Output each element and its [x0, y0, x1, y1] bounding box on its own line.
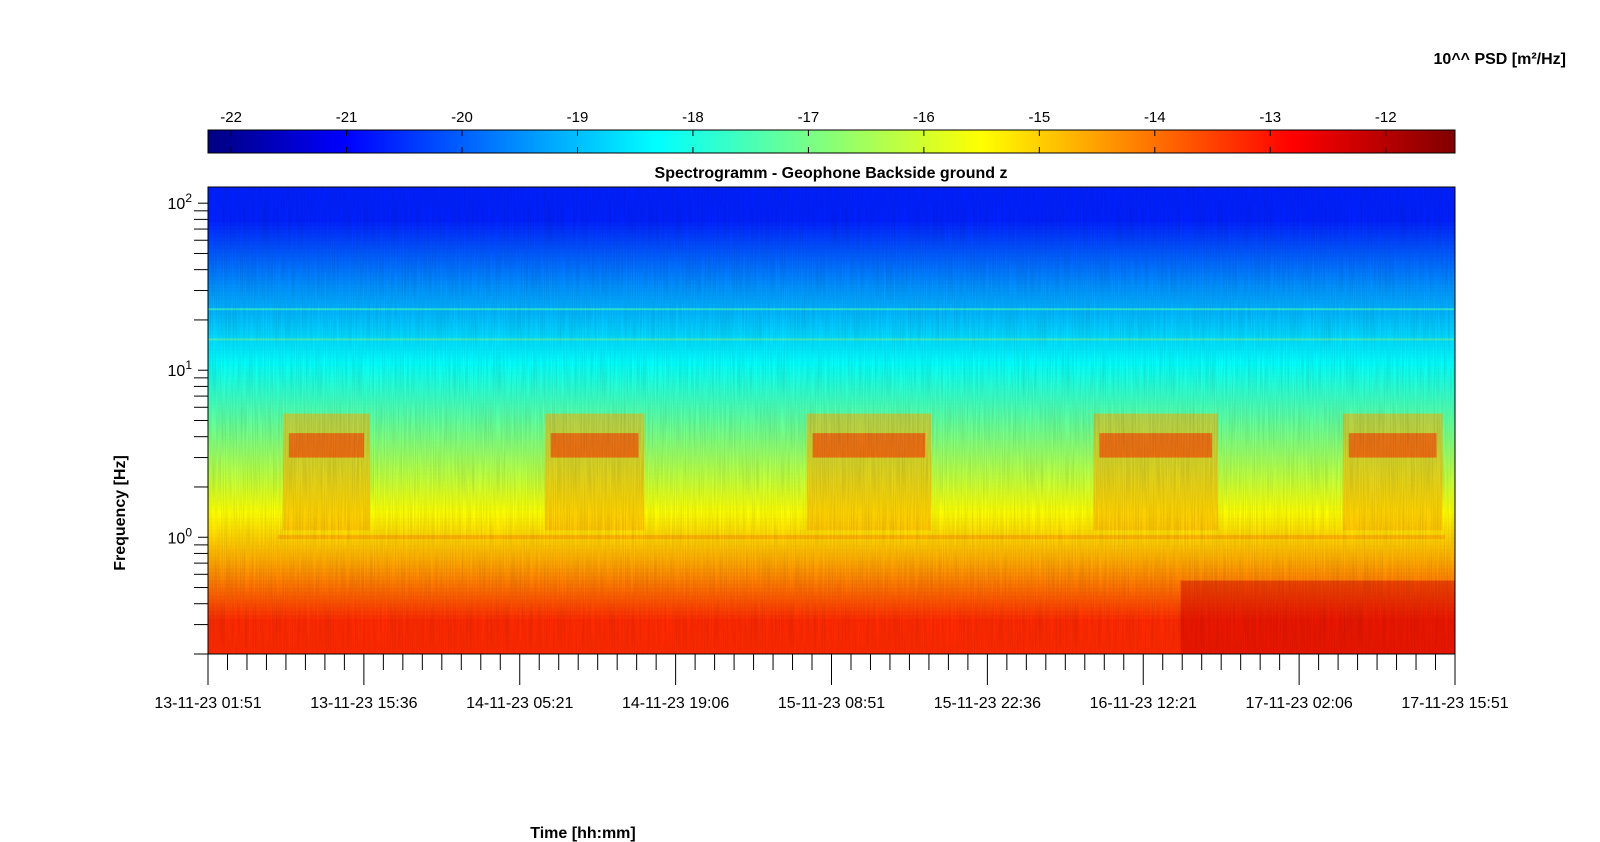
y-tick-label: 101: [168, 358, 193, 380]
x-tick-label: 15-11-23 08:51: [778, 695, 885, 712]
heatmap-noise: [208, 187, 1455, 654]
colorbar-tick-label: -13: [1259, 109, 1281, 126]
y-tick-base: 10: [168, 363, 186, 380]
x-tick-label: 13-11-23 01:51: [154, 695, 261, 712]
colorbar-tick-label: -21: [336, 109, 358, 126]
y-tick-exponent: 2: [185, 191, 192, 205]
colorbar-tick-label: -19: [567, 109, 589, 126]
x-tick-label: 13-11-23 15:36: [310, 695, 417, 712]
x-tick-label: 15-11-23 22:36: [934, 695, 1041, 712]
y-axis-label: Frequency [Hz]: [112, 455, 129, 571]
colorbar-label: 10^^ PSD [m²/Hz]: [1434, 51, 1566, 68]
colorbar-gradient: [207, 129, 1456, 154]
colorbar: -22 -21 -20 -19 -18 -17 -16 -15 -14 -13 -12 10^^ P…: [207, 51, 1566, 154]
y-tick-exponent: 0: [185, 525, 192, 539]
colorbar-tick-label: -20: [451, 109, 473, 126]
colorbar-tick-label: -22: [220, 109, 242, 126]
x-tick-label: 16-11-23 12:21: [1090, 695, 1197, 712]
colorbar-tick-label: -14: [1144, 109, 1166, 126]
heatmap: [208, 187, 1455, 654]
y-tick-base: 10: [168, 530, 186, 547]
chart-title: Spectrogramm - Geophone Backside ground …: [655, 165, 1008, 182]
x-axis-label: Time [hh:mm]: [530, 825, 635, 842]
x-tick-label: 17-11-23 02:06: [1245, 695, 1352, 712]
colorbar-tick-label: -16: [913, 109, 935, 126]
colorbar-ticks: -22 -21 -20 -19 -18 -17 -16 -15 -14 -13 -12: [220, 109, 1397, 153]
colorbar-tick-label: -15: [1028, 109, 1050, 126]
y-tick-label: 102: [168, 191, 193, 213]
colorbar-tick-label: -18: [682, 109, 704, 126]
colorbar-tick-label: -12: [1375, 109, 1397, 126]
x-tick-label: 14-11-23 19:06: [622, 695, 729, 712]
colorbar-tick-label: -17: [798, 109, 820, 126]
x-tick-label: 17-11-23 15:51: [1401, 695, 1508, 712]
x-axis: 13-11-23 01:51 13-11-23 15:36 14-11-23 05:…: [154, 654, 1509, 712]
y-tick-label: 100: [168, 525, 193, 547]
y-tick-exponent: 1: [185, 358, 192, 372]
y-tick-base: 10: [168, 196, 186, 213]
x-tick-label: 14-11-23 05:21: [466, 695, 573, 712]
